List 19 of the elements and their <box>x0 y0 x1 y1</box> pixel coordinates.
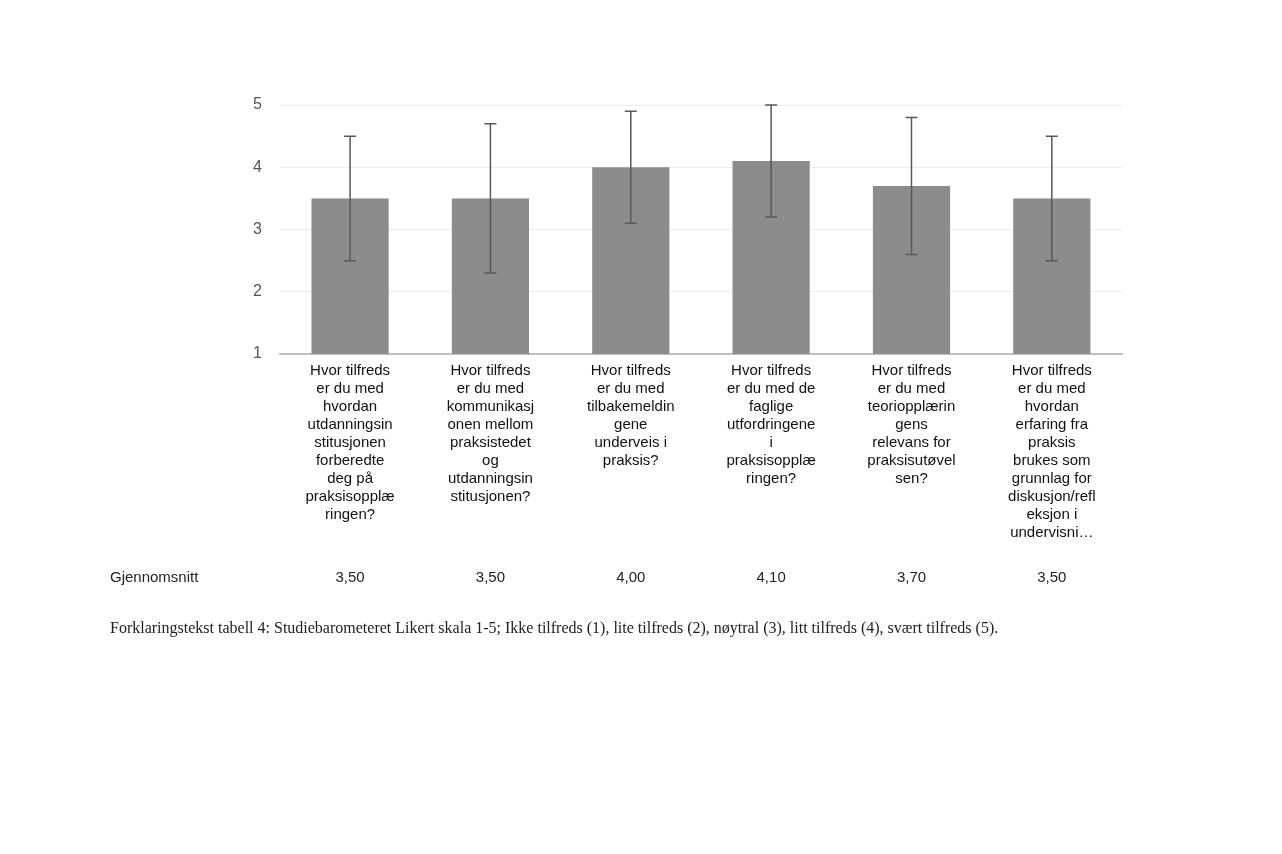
category-label: Hvor tilfreds er du med hvordan erfaring fra praksis brukes som grunnlag for diskusjon/refleksjon i undervisni… <box>1008 361 1096 541</box>
category-label: Hvor tilfreds er du med hvordan utdanningsinstitusjonen forberedte deg på praksisopplæringen? <box>305 361 395 523</box>
data-label: 3,50 <box>335 568 365 586</box>
text: Gjennomsnitt <box>110 568 200 586</box>
data-label: 3,50 <box>475 568 506 586</box>
y-tick-label: 3 <box>252 219 262 237</box>
y-tick-label: 5 <box>252 95 262 113</box>
y-tick-label: 1 <box>252 344 262 362</box>
data-label: 4,00 <box>616 568 646 586</box>
x-tick-label: Hvor tilfreds er du med kommunikasjonen mellom praksistedet og utdanningsinstitusjonen? <box>446 361 535 505</box>
y-tick-label: 4 <box>252 157 262 175</box>
x-tick-label: Hvor tilfreds er du med tilbakemeldingene underveis i praksis? <box>587 361 675 469</box>
x-tick-label: Hvor tilfreds er du med de faglige utfordringene i praksisopplæringen? <box>726 361 816 487</box>
y-tick-label: 2 <box>252 282 262 300</box>
data-label: 4,10 <box>756 568 786 586</box>
data-label: 3,70 <box>896 568 927 586</box>
text: Forklaringstekst tabell 4: Studiebarometeret Likert skala 1-5; Ikke tilfreds (1), lite tilfreds (2), nøytral (3), litt tilfreds (4), svært tilfreds (5). <box>110 618 1000 639</box>
x-tick-label: Hvor tilfreds er du med teoriopplæringens relevans for praksisutøvelsen? <box>867 361 956 487</box>
data-label: 3,50 <box>1037 568 1067 586</box>
